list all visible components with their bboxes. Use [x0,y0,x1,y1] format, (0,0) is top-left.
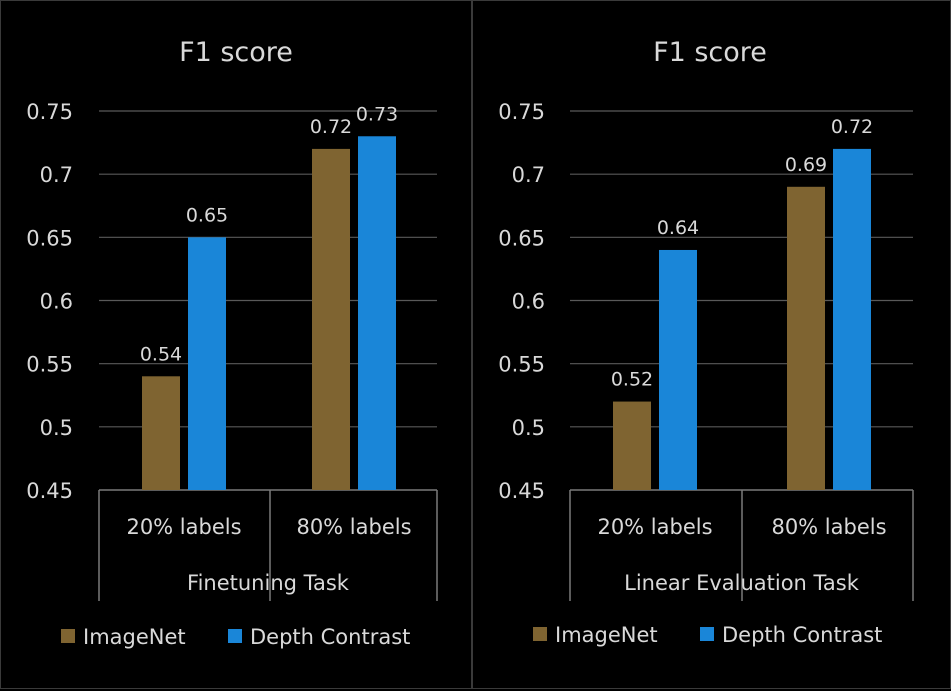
bar-depth-contrast-1 [188,237,226,490]
y-tick-label: 0.7 [40,163,73,187]
data-label: 0.72 [831,116,873,138]
x-category-label: 80% labels [771,515,886,539]
legend-swatch [700,627,714,641]
bar-imagenet-2 [312,148,350,490]
y-tick-label: 0.5 [40,416,73,440]
legend-label: Depth Contrast [250,625,410,649]
x-category-label: 80% labels [296,515,411,539]
y-tick-label: 0.65 [26,226,73,250]
legend-label: Depth Contrast [722,623,882,647]
y-tick-label: 0.45 [26,479,73,503]
data-label: 0.52 [611,369,653,391]
y-tick-label: 0.75 [26,100,73,124]
data-label: 0.54 [140,343,182,365]
data-label: 0.69 [785,154,827,176]
data-label: 0.72 [310,116,352,138]
legend-swatch [61,629,75,643]
x-category-label: 20% labels [597,515,712,539]
y-tick-label: 0.6 [40,290,73,314]
bar-imagenet-1 [142,376,180,490]
bar-imagenet-2 [787,186,825,491]
finetuning-chart-svg: F1 score 0.45 0.5 0.55 0.6 0.65 0.7 0.75 0.54 0.7… [26,37,438,649]
chart-panel-finetuning: F1 score 0.45 0.5 0.55 0.6 0.65 0.7 0.75 0.54 0.7… [0,0,472,689]
data-label: 0.65 [186,204,228,226]
y-tick-label: 0.65 [498,226,545,250]
legend-swatch [533,627,547,641]
legend-label: ImageNet [555,623,658,647]
bar-depth-contrast-2 [358,136,396,490]
data-label: 0.64 [657,217,699,239]
y-tick-label: 0.55 [498,353,545,377]
y-tick-label: 0.5 [512,416,545,440]
y-tick-label: 0.7 [512,163,545,187]
x-group-label: Finetuning Task [187,571,350,595]
chart-title: F1 score [653,37,767,68]
y-tick-label: 0.6 [512,290,545,314]
bar-depth-contrast-1 [659,249,697,490]
y-tick-label: 0.55 [26,353,73,377]
y-tick-label: 0.75 [498,100,545,124]
x-group-label: Linear Evaluation Task [624,571,860,595]
data-label: 0.73 [356,103,398,125]
x-category-label: 20% labels [126,515,241,539]
bar-imagenet-1 [613,401,651,490]
chart-title: F1 score [179,37,293,68]
chart-panel-linear-evaluation: F1 score 0.45 0.5 0.55 0.6 0.65 0.7 0.75 0.52 0.6… [472,0,951,689]
linear-evaluation-chart-svg: F1 score 0.45 0.5 0.55 0.6 0.65 0.7 0.75 0.52 0.6… [498,37,914,647]
y-tick-label: 0.45 [498,479,545,503]
bar-depth-contrast-2 [833,148,871,490]
legend-swatch [228,629,242,643]
legend-label: ImageNet [83,625,186,649]
